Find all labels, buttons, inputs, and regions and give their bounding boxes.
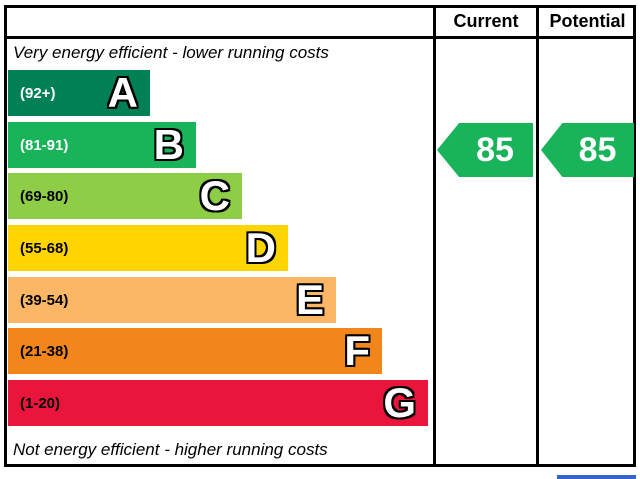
band-g: (1-20) G bbox=[8, 380, 428, 426]
current-rating-arrow-icon: 85 bbox=[437, 123, 533, 177]
band-f-letter: F bbox=[344, 327, 370, 374]
band-c-letter: C bbox=[199, 172, 230, 219]
band-b-range: (81-91) bbox=[20, 136, 69, 154]
band-e-letter: E bbox=[295, 276, 324, 323]
band-a: (92+) A bbox=[8, 70, 150, 116]
potential-rating-arrow-icon: 85 bbox=[541, 123, 634, 177]
band-g-range: (1-20) bbox=[20, 394, 61, 412]
potential-column-divider bbox=[536, 5, 539, 467]
bottom-caption: Not energy efficient - higher running co… bbox=[13, 440, 328, 459]
potential-rating-value: 85 bbox=[578, 130, 617, 169]
band-f: (21-38) F bbox=[8, 328, 382, 374]
band-c: (69-80) C bbox=[8, 173, 242, 219]
top-caption: Very energy efficient - lower running co… bbox=[13, 43, 329, 62]
band-a-range: (92+) bbox=[20, 84, 56, 102]
band-g-letter: G bbox=[383, 379, 416, 426]
band-c-range: (69-80) bbox=[20, 187, 69, 205]
band-e-range: (39-54) bbox=[20, 291, 69, 309]
band-d: (55-68) D bbox=[8, 225, 288, 271]
potential-column-header: Potential bbox=[549, 11, 626, 31]
band-e: (39-54) E bbox=[8, 277, 336, 323]
current-column-divider bbox=[433, 5, 436, 467]
band-b-letter: B bbox=[153, 121, 184, 168]
band-d-letter: D bbox=[245, 224, 276, 271]
band-b: (81-91) B bbox=[8, 122, 196, 168]
band-a-letter: A bbox=[107, 69, 138, 116]
current-column-header: Current bbox=[453, 11, 519, 31]
band-f-range: (21-38) bbox=[20, 342, 69, 360]
band-d-range: (55-68) bbox=[20, 239, 69, 257]
partial-blue-bar bbox=[557, 475, 636, 479]
header-divider-line bbox=[4, 36, 636, 39]
current-rating-value: 85 bbox=[476, 130, 514, 169]
